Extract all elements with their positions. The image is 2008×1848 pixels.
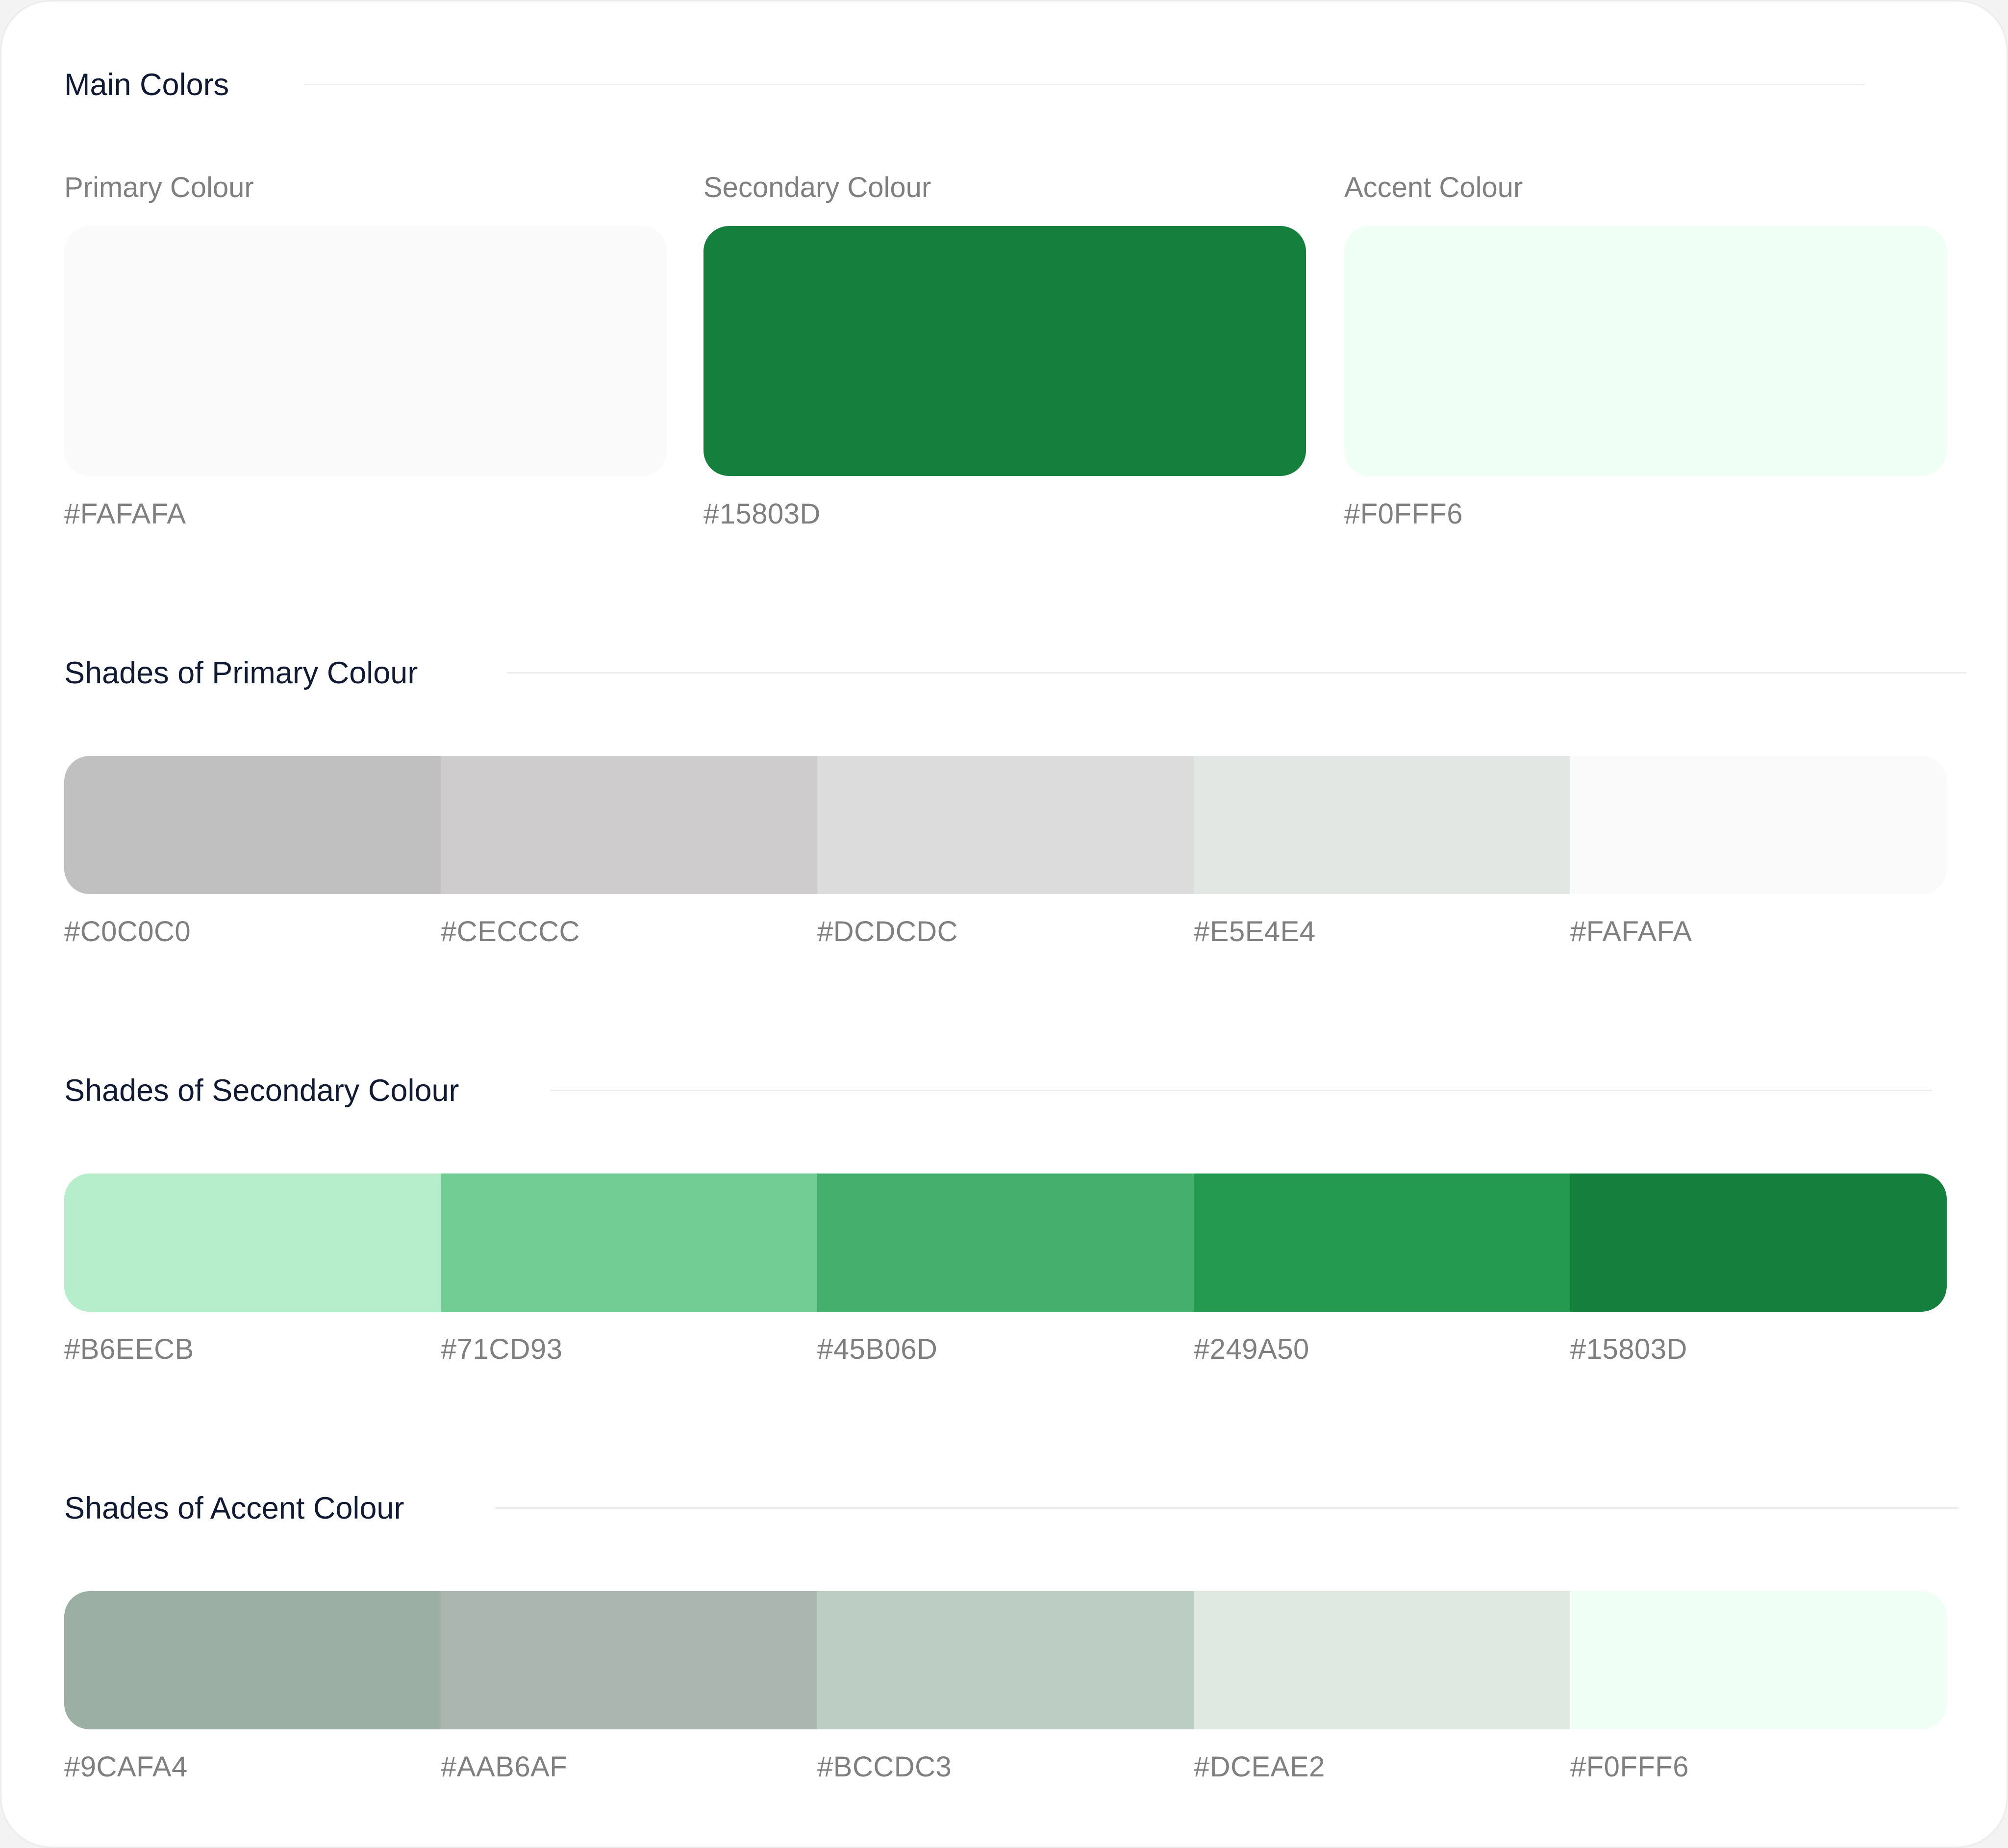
secondary-colour-hex: #15803D (703, 498, 821, 530)
secondary-shade-hex: #15803D (1570, 1333, 1687, 1365)
accent-shade-hex: #9CAFA4 (64, 1751, 188, 1783)
accent-shades-divider (496, 1507, 1959, 1509)
primary-shade-swatch (441, 756, 817, 894)
primary-shade-hex: #FAFAFA (1570, 916, 1692, 948)
secondary-shades-divider (551, 1090, 1932, 1091)
accent-shade-swatch (64, 1591, 441, 1729)
primary-shade-hex: #C0C0C0 (64, 916, 191, 948)
accent-shade-swatch (1194, 1591, 1570, 1729)
secondary-colour-label: Secondary Colour (703, 172, 931, 203)
accent-colour-label: Accent Colour (1344, 172, 1523, 203)
secondary-shade-hex: #249A50 (1194, 1333, 1309, 1365)
primary-colour-label: Primary Colour (64, 172, 254, 203)
accent-shade-hex: #BCCDC3 (817, 1751, 952, 1783)
primary-shade-hex: #E5E4E4 (1194, 916, 1316, 948)
main-colors-heading: Main Colors (64, 68, 229, 102)
accent-shade-hex: #AAB6AF (441, 1751, 568, 1783)
secondary-shade-swatch (1570, 1174, 1947, 1312)
primary-shade-swatch (64, 756, 441, 894)
primary-colour-hex: #FAFAFA (64, 498, 186, 530)
primary-shade-hex: #CECCCC (441, 916, 580, 948)
primary-shades-strip (64, 756, 1947, 894)
accent-shade-hex: #DCEAE2 (1194, 1751, 1325, 1783)
secondary-shade-swatch (64, 1174, 441, 1312)
primary-shade-hex: #DCDCDC (817, 916, 958, 948)
accent-shade-swatch (441, 1591, 817, 1729)
primary-shade-swatch (817, 756, 1194, 894)
secondary-shade-hex: #45B06D (817, 1333, 938, 1365)
primary-shades-heading: Shades of Primary Colour (64, 656, 418, 690)
accent-shade-swatch (817, 1591, 1194, 1729)
accent-shade-hex: #F0FFF6 (1570, 1751, 1689, 1783)
secondary-colour-swatch (703, 226, 1306, 476)
secondary-shade-swatch (441, 1174, 817, 1312)
secondary-shades-strip (64, 1174, 1947, 1312)
accent-colour-swatch (1344, 226, 1947, 476)
accent-shades-heading: Shades of Accent Colour (64, 1491, 404, 1525)
primary-shade-swatch (1570, 756, 1947, 894)
secondary-shade-swatch (817, 1174, 1194, 1312)
secondary-shade-hex: #71CD93 (441, 1333, 563, 1365)
primary-shades-divider (507, 672, 1966, 674)
primary-colour-swatch (64, 226, 667, 476)
accent-shade-swatch (1570, 1591, 1947, 1729)
primary-shade-swatch (1194, 756, 1570, 894)
accent-shades-strip (64, 1591, 1947, 1729)
secondary-shade-hex: #B6EECB (64, 1333, 194, 1365)
secondary-shade-swatch (1194, 1174, 1570, 1312)
accent-colour-hex: #F0FFF6 (1344, 498, 1463, 530)
secondary-shades-heading: Shades of Secondary Colour (64, 1074, 459, 1108)
main-colors-divider (304, 84, 1865, 85)
